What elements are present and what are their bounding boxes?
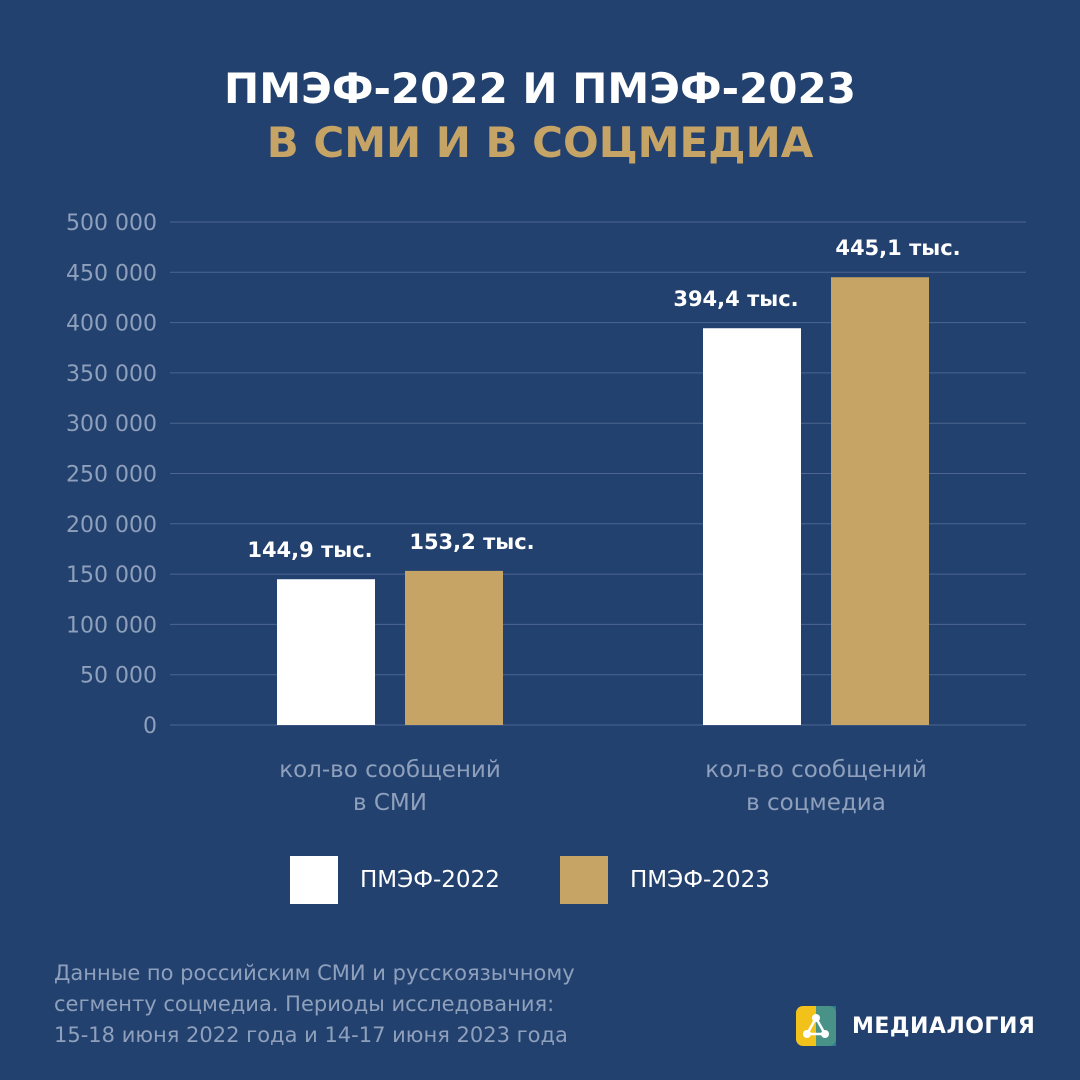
x-category-label: кол-во сообщений [279,757,501,783]
x-category-label: кол-во сообщений [705,757,927,783]
y-tick-label: 500 000 [66,211,157,236]
chart-title: ПМЭФ-2022 И ПМЭФ-2023 [224,64,856,113]
y-tick-label: 450 000 [66,261,157,286]
footnote-line: 15-18 июня 2022 года и 14-17 июня 2023 г… [54,1023,568,1047]
y-tick-label: 300 000 [66,412,157,437]
bar-value-label: 445,1 тыс. [835,236,960,260]
bar-value-label: 144,9 тыс. [247,538,372,562]
legend-swatch-2023 [560,856,608,904]
medialogia-logo-icon [796,1006,836,1046]
legend-item-2023: ПМЭФ-2023 [560,856,770,904]
bar-value-label: 153,2 тыс. [409,530,534,554]
y-tick-label: 50 000 [80,664,157,689]
brand-name: МЕДИАЛОГИЯ [852,1013,1036,1039]
bar-value-label: 394,4 тыс. [673,287,798,311]
bar [405,570,503,725]
y-tick-label: 150 000 [66,563,157,588]
y-tick-label: 250 000 [66,463,157,488]
legend-item-2022: ПМЭФ-2022 [290,856,500,904]
legend-label-2022: ПМЭФ-2022 [360,867,500,893]
y-tick-label: 400 000 [66,312,157,337]
y-tick-label: 350 000 [66,362,157,387]
bar [277,579,375,725]
y-tick-label: 200 000 [66,513,157,538]
legend-label-2023: ПМЭФ-2023 [630,867,770,893]
chart-subtitle: В СМИ И В СОЦМЕДИА [266,118,814,167]
bar [831,277,929,725]
legend-swatch-2022 [290,856,338,904]
footnote-line: Данные по российским СМИ и русскоязычном… [54,961,575,985]
x-category-label: в СМИ [353,790,427,816]
bar-chart: 0 50 000 100 000 150 000 200 000 250 000 300 0… [66,211,1026,816]
bar [703,328,801,725]
y-tick-label: 0 [143,714,157,739]
footnote-line: сегменту соцмедиа. Периоды исследования: [54,992,555,1016]
x-category-label: в соцмедиа [746,790,886,816]
legend: ПМЭФ-2022 ПМЭФ-2023 [0,856,1080,904]
brand: МЕДИАЛОГИЯ [796,1004,1035,1048]
y-tick-label: 100 000 [66,613,157,638]
footnote: Данные по российским СМИ и русскоязычном… [54,958,754,1051]
